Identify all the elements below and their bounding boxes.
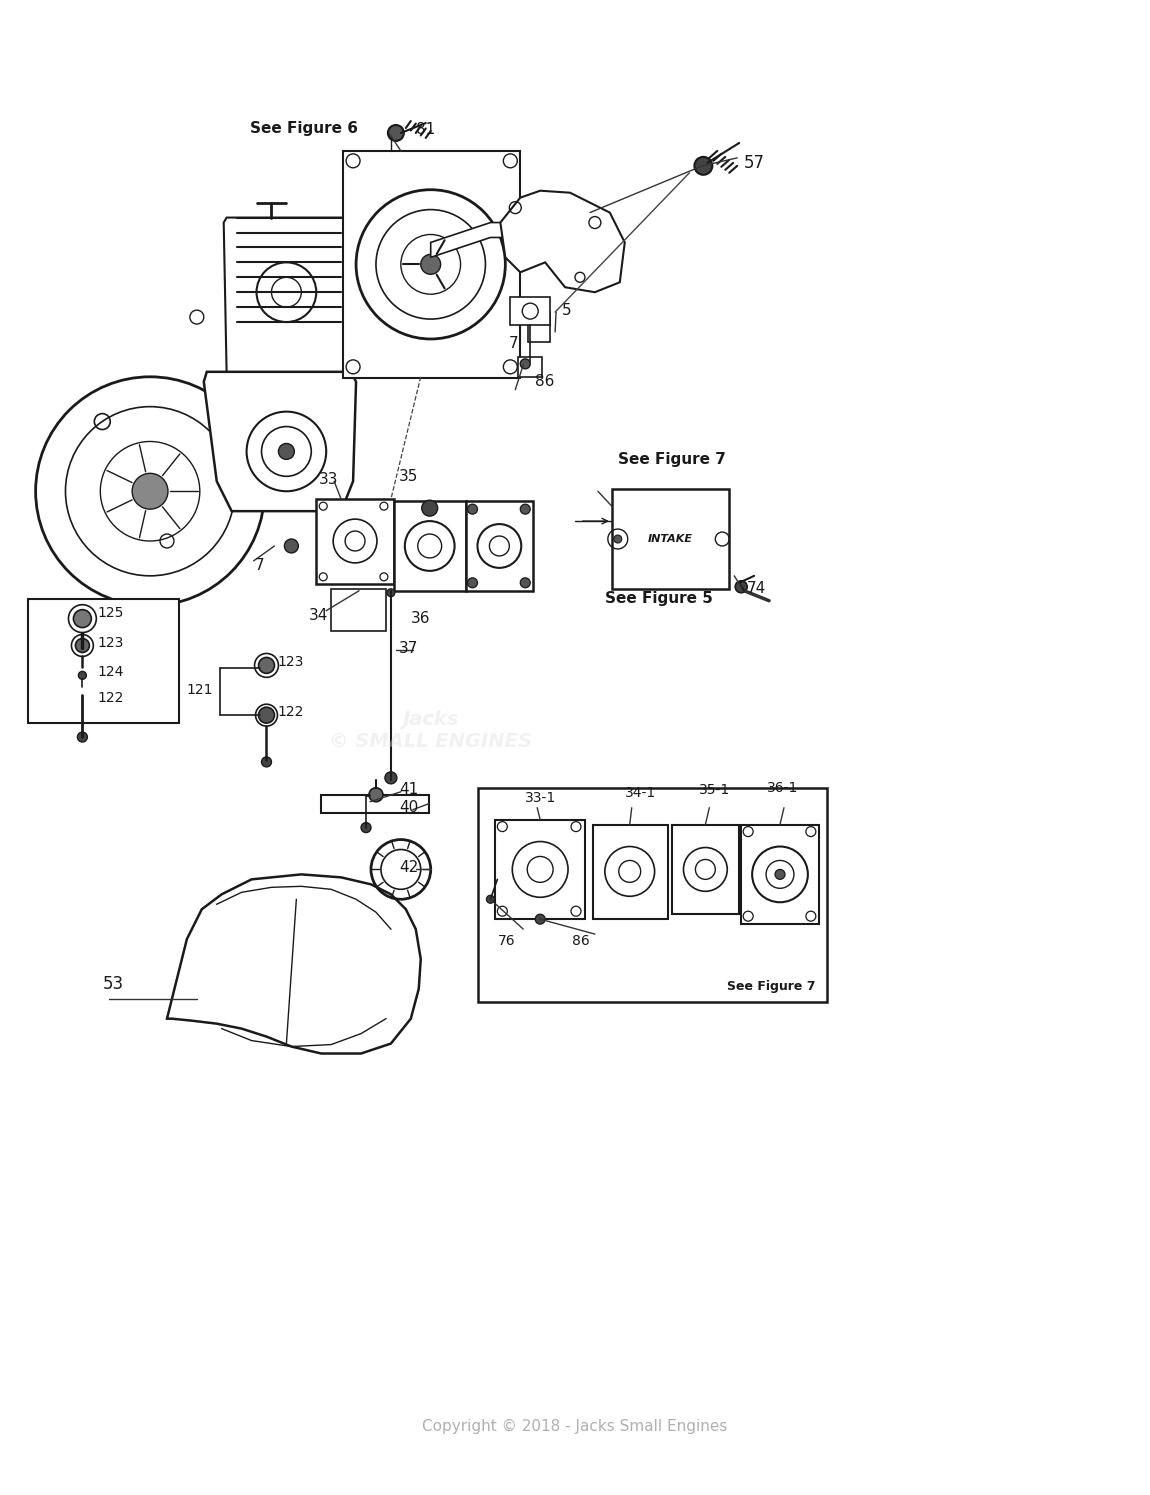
Bar: [316, 499, 394, 583]
Text: 122: 122: [98, 691, 124, 706]
Text: 40: 40: [399, 800, 419, 815]
Bar: [478, 788, 827, 1002]
Bar: [593, 825, 667, 919]
Circle shape: [614, 535, 622, 543]
Text: 37: 37: [399, 641, 419, 656]
Bar: [28, 598, 179, 724]
Bar: [331, 589, 386, 631]
Circle shape: [259, 707, 275, 724]
Text: 125: 125: [98, 605, 124, 619]
Polygon shape: [204, 372, 356, 511]
Bar: [511, 298, 550, 324]
Text: 35-1: 35-1: [699, 783, 730, 797]
Circle shape: [132, 474, 168, 510]
Circle shape: [775, 870, 785, 879]
Text: 121: 121: [187, 683, 214, 697]
Circle shape: [421, 254, 440, 274]
Circle shape: [361, 822, 371, 833]
Text: 42: 42: [399, 860, 419, 875]
Circle shape: [278, 444, 294, 459]
Text: 86: 86: [535, 374, 554, 389]
Circle shape: [77, 733, 87, 742]
Text: Jacks
© SMALL ENGINES: Jacks © SMALL ENGINES: [329, 710, 532, 750]
Text: 33-1: 33-1: [526, 791, 557, 804]
Polygon shape: [431, 223, 511, 257]
Text: See Figure 7: See Figure 7: [727, 981, 815, 993]
Bar: [528, 312, 550, 342]
Text: Copyright © 2018 - Jacks Small Engines: Copyright © 2018 - Jacks Small Engines: [422, 1419, 728, 1434]
Circle shape: [369, 788, 383, 801]
Circle shape: [520, 359, 530, 369]
Text: 74: 74: [748, 582, 766, 597]
Text: 34: 34: [309, 608, 329, 623]
Circle shape: [388, 126, 404, 141]
Bar: [394, 501, 466, 591]
Text: 53: 53: [102, 975, 123, 993]
Circle shape: [259, 658, 275, 673]
Text: 34-1: 34-1: [624, 786, 656, 800]
Bar: [672, 825, 739, 913]
Text: 123: 123: [277, 655, 304, 670]
Text: 76: 76: [498, 934, 516, 948]
Text: 7: 7: [508, 336, 518, 351]
Polygon shape: [167, 875, 421, 1054]
Bar: [466, 501, 534, 591]
Bar: [496, 819, 585, 919]
Circle shape: [261, 756, 271, 767]
Text: 7: 7: [254, 558, 264, 574]
Circle shape: [486, 896, 494, 903]
Text: INTAKE: INTAKE: [649, 534, 693, 544]
Circle shape: [422, 501, 438, 516]
Circle shape: [385, 771, 397, 783]
Circle shape: [535, 913, 545, 924]
Text: 86: 86: [572, 934, 590, 948]
Text: 5: 5: [562, 302, 572, 317]
Text: 33: 33: [320, 472, 339, 487]
Circle shape: [284, 540, 298, 553]
Circle shape: [78, 671, 86, 679]
Bar: [612, 489, 729, 589]
Circle shape: [735, 582, 748, 592]
Text: See Figure 5: See Figure 5: [605, 591, 713, 605]
Text: 124: 124: [98, 665, 124, 679]
Circle shape: [520, 579, 530, 588]
Text: 57: 57: [744, 154, 765, 172]
Polygon shape: [500, 191, 624, 292]
Text: 41: 41: [399, 782, 419, 797]
Circle shape: [520, 504, 530, 514]
Polygon shape: [224, 218, 350, 377]
Bar: [343, 151, 520, 378]
Text: 123: 123: [98, 635, 124, 649]
Text: See Figure 7: See Figure 7: [618, 451, 726, 466]
Text: 36: 36: [411, 611, 430, 626]
Bar: [321, 795, 429, 813]
Text: 36-1: 36-1: [767, 780, 798, 795]
Circle shape: [74, 610, 91, 628]
Circle shape: [386, 589, 394, 597]
Circle shape: [468, 579, 477, 588]
Bar: [519, 357, 542, 377]
Text: 35: 35: [399, 469, 419, 484]
Text: 122: 122: [277, 706, 304, 719]
Circle shape: [468, 504, 477, 514]
Circle shape: [695, 157, 712, 175]
Bar: [742, 825, 819, 924]
Text: 81: 81: [416, 123, 435, 138]
Text: See Figure 6: See Figure 6: [250, 121, 358, 136]
Circle shape: [76, 638, 90, 652]
